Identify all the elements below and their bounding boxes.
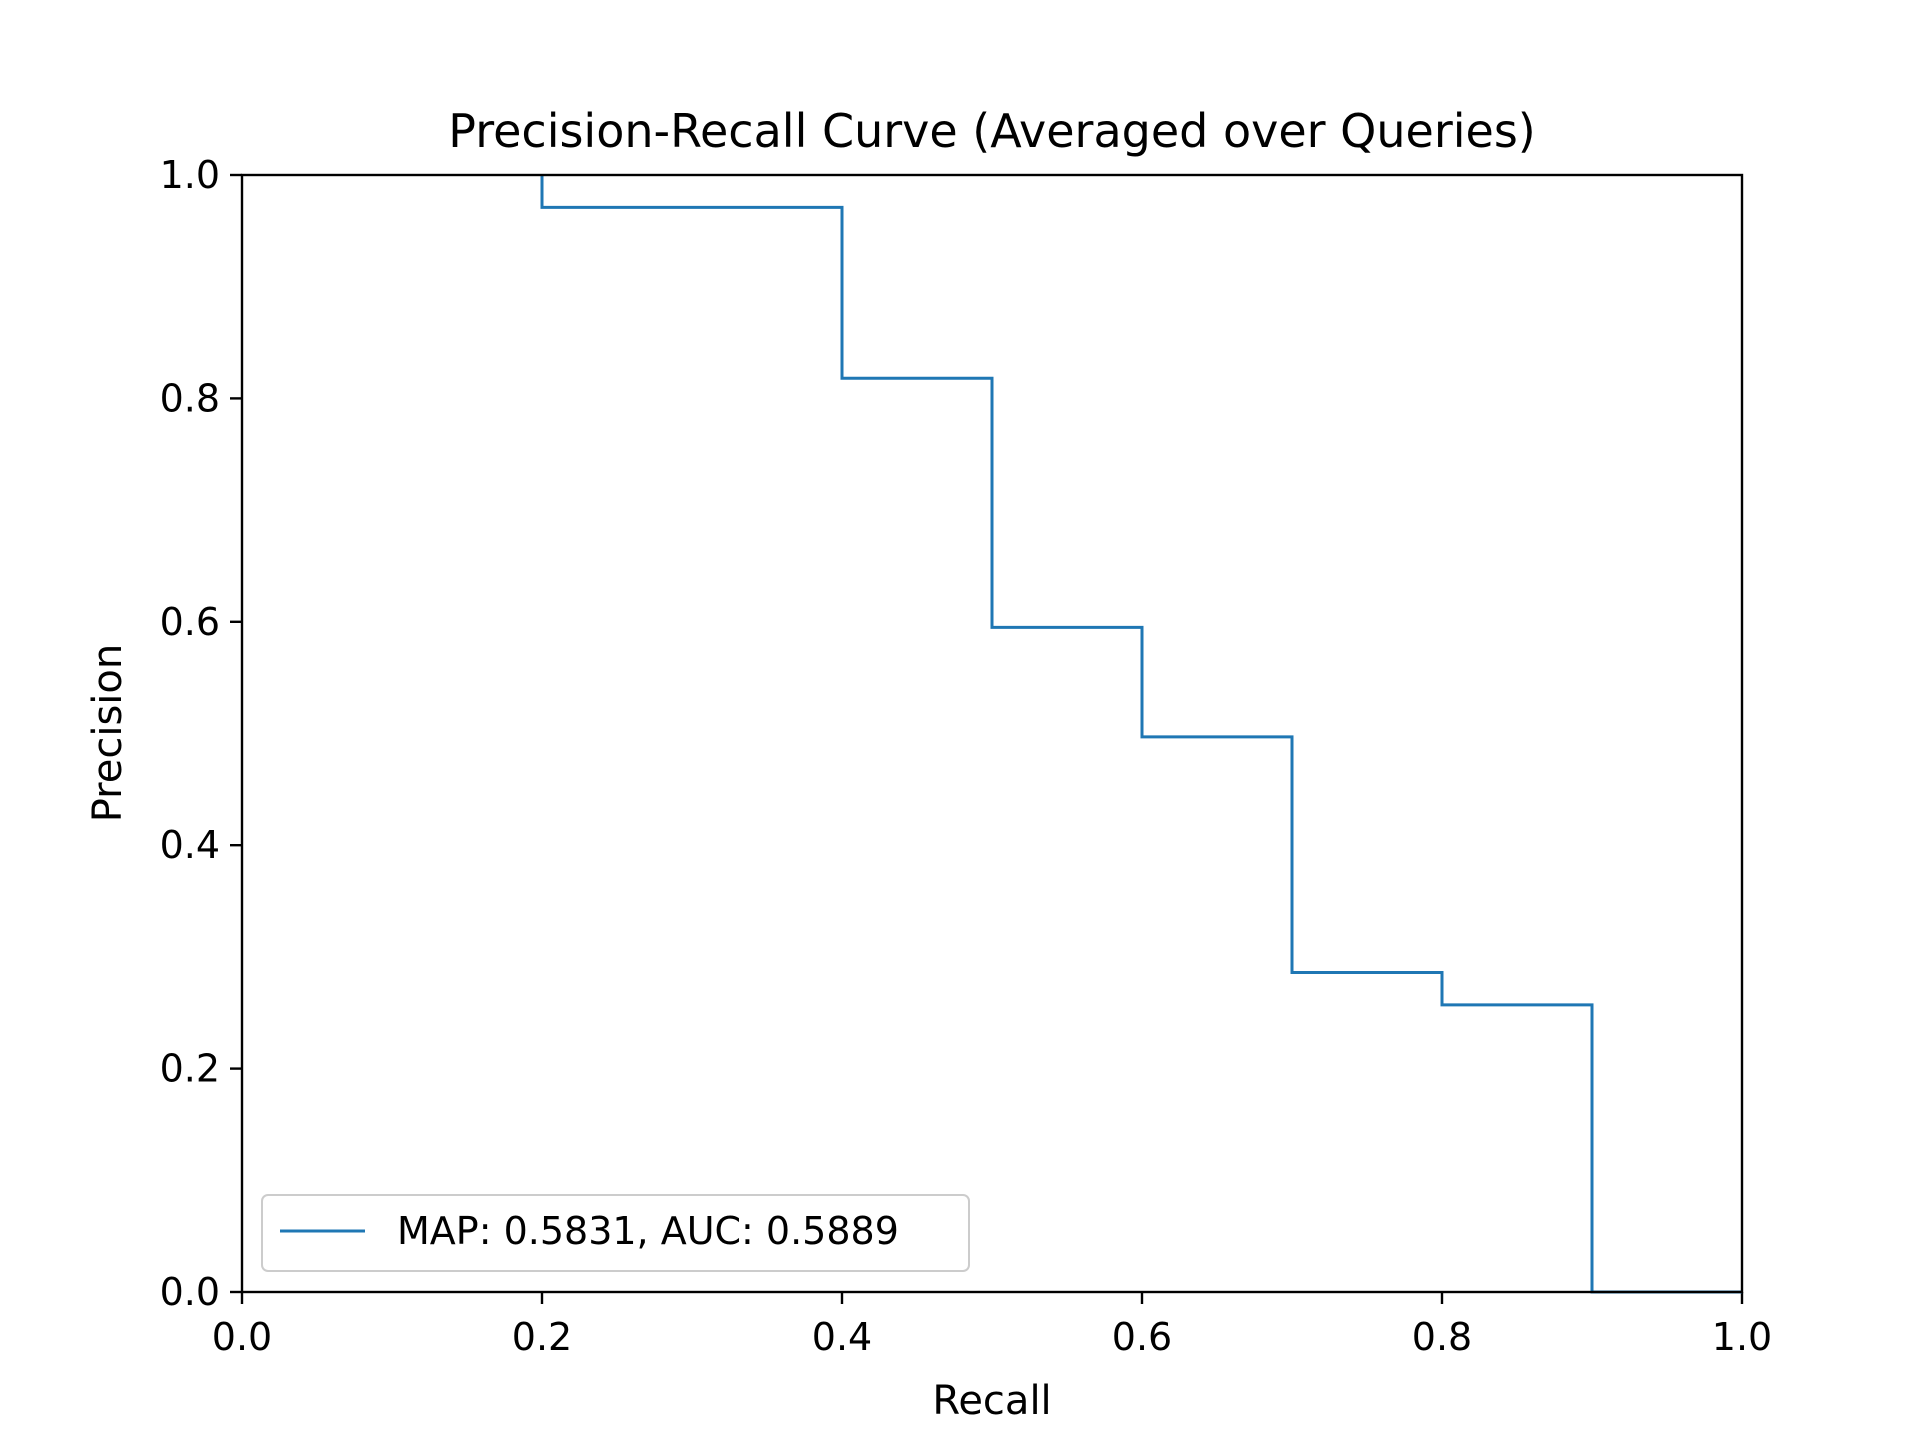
y-axis-ticks: 0.0 0.2 0.4 0.6 0.8 1.0 bbox=[160, 153, 242, 1314]
x-tick-label: 0.6 bbox=[1112, 1315, 1172, 1359]
x-axis-ticks: 0.0 0.2 0.4 0.6 0.8 1.0 bbox=[212, 1292, 1772, 1359]
y-tick-label: 1.0 bbox=[160, 153, 220, 197]
x-tick-label: 0.2 bbox=[512, 1315, 572, 1359]
series-layer bbox=[540, 175, 1742, 1294]
y-tick-label: 0.6 bbox=[160, 600, 220, 644]
x-tick-label: 1.0 bbox=[1712, 1315, 1772, 1359]
legend-box bbox=[261, 1194, 970, 1272]
y-tick-label: 0.0 bbox=[160, 1270, 220, 1314]
x-tick-label: 0.4 bbox=[812, 1315, 872, 1359]
y-tick-label: 0.8 bbox=[160, 376, 220, 420]
series-line bbox=[540, 175, 1742, 1294]
legend-label: MAP: 0.5831, AUC: 0.5889 bbox=[397, 1209, 899, 1253]
y-tick-label: 0.2 bbox=[160, 1047, 220, 1091]
plot-area-frame bbox=[240, 173, 1744, 1294]
legend: MAP: 0.5831, AUC: 0.5889 bbox=[261, 1194, 970, 1272]
y-axis-label: Precision bbox=[85, 644, 131, 822]
x-tick-label: 0.0 bbox=[212, 1315, 272, 1359]
chart-title: Precision-Recall Curve (Averaged over Qu… bbox=[448, 104, 1535, 158]
x-axis-label: Recall bbox=[932, 1378, 1051, 1424]
y-tick-label: 0.4 bbox=[160, 823, 220, 867]
x-tick-label: 0.8 bbox=[1412, 1315, 1472, 1359]
